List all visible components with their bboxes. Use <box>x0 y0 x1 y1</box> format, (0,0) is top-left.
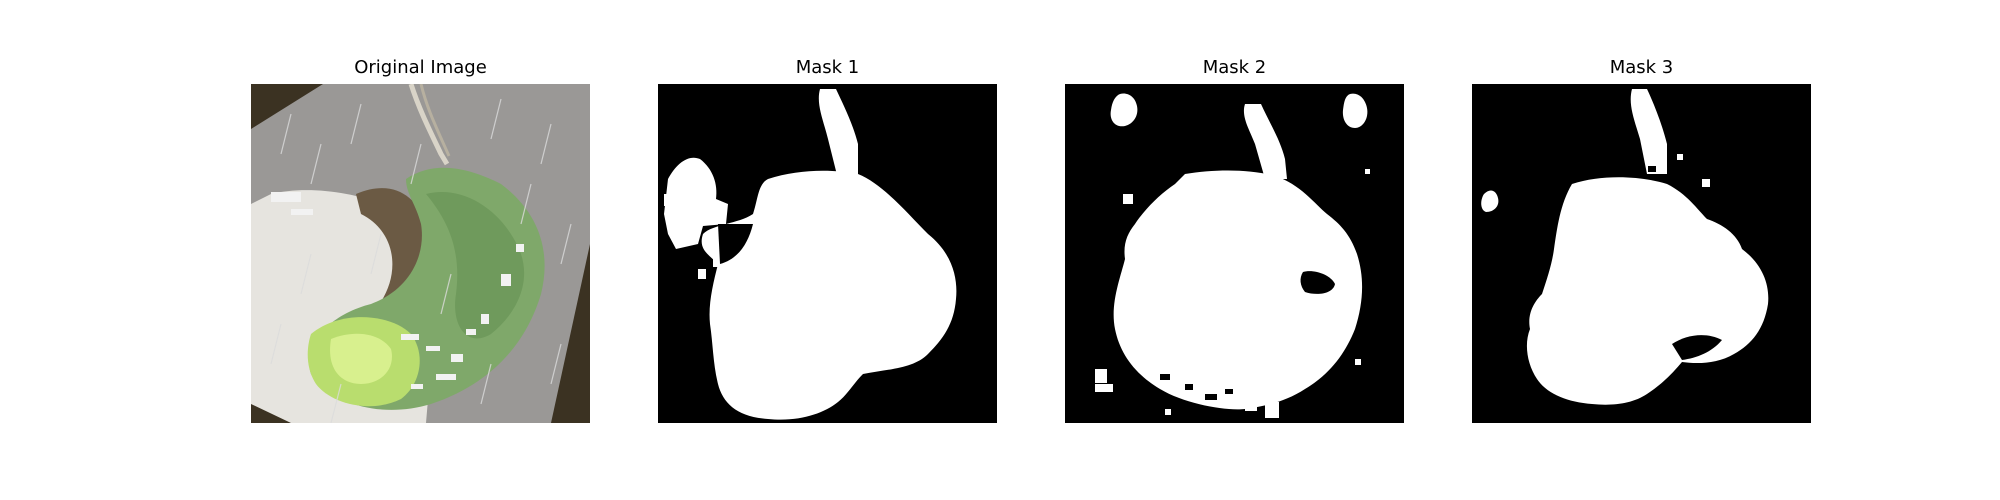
mask-1-panel: Mask 1 <box>658 50 997 423</box>
mask-3-image <box>1472 84 1811 423</box>
mask-2-title: Mask 2 <box>1202 57 1267 78</box>
mask-2-panel: Mask 2 <box>1065 50 1404 423</box>
mask-3-title: Mask 3 <box>1609 57 1674 78</box>
mask-2-image <box>1065 84 1404 423</box>
original-image <box>251 84 590 423</box>
original-image-panel: Original Image <box>251 50 590 423</box>
mask-3-panel: Mask 3 <box>1472 50 1811 423</box>
mask-1-image <box>658 84 997 423</box>
mask-1-title: Mask 1 <box>795 57 860 78</box>
original-image-title: Original Image <box>354 57 487 78</box>
